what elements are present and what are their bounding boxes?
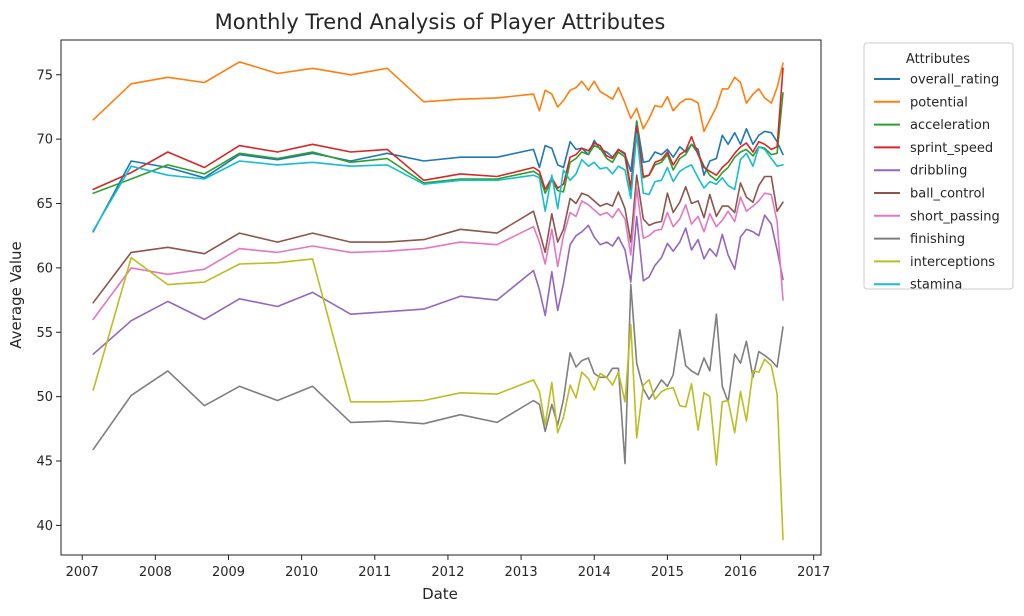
- x-tick-label: 2015: [651, 565, 684, 580]
- chart-title: Monthly Trend Analysis of Player Attribu…: [215, 10, 666, 34]
- legend-title: Attributes: [906, 52, 970, 67]
- x-tick-label: 2017: [797, 565, 830, 580]
- x-tick-label: 2013: [505, 565, 538, 580]
- x-axis-label: Date: [422, 585, 458, 603]
- legend-label-ball-control: ball_control: [910, 187, 985, 202]
- y-tick-label: 40: [36, 519, 53, 534]
- legend-label-sprint-speed: sprint_speed: [910, 141, 993, 156]
- x-tick-label: 2016: [724, 565, 757, 580]
- y-tick-label: 65: [36, 197, 53, 212]
- legend-label-potential: potential: [910, 95, 968, 110]
- series-line-dribbling: [92, 214, 784, 356]
- x-tick-label: 2008: [139, 565, 172, 580]
- series-line-acceleration: [92, 92, 784, 194]
- legend-box: [863, 42, 1014, 290]
- y-tick-label: 60: [36, 261, 53, 276]
- x-tick-label: 2014: [578, 565, 611, 580]
- legend-label-dribbling: dribbling: [910, 164, 967, 179]
- x-tick-label: 2007: [66, 565, 99, 580]
- series-line-sprint-speed: [92, 67, 784, 191]
- series-line-finishing: [92, 283, 784, 465]
- x-axis: 2007 2008 2009 2010 2011 2012 2013 2014 2015 2016…: [66, 555, 830, 580]
- legend: Attributes overall_rating potential accele…: [863, 42, 1014, 293]
- legend-label-acceleration: acceleration: [910, 118, 990, 133]
- plot-series: [92, 61, 784, 541]
- legend-label-finishing: finishing: [910, 232, 965, 247]
- series-line-interceptions: [92, 256, 784, 541]
- y-tick-label: 75: [36, 68, 53, 83]
- x-tick-label: 2011: [358, 565, 391, 580]
- y-tick-label: 55: [36, 326, 53, 341]
- legend-label-short-passing: short_passing: [910, 209, 1000, 224]
- x-tick-label: 2009: [212, 565, 245, 580]
- x-tick-label: 2012: [431, 565, 464, 580]
- series-line-short-passing: [92, 187, 784, 321]
- y-tick-label: 70: [36, 133, 53, 148]
- y-tick-label: 45: [36, 455, 53, 470]
- series-line-overall-rating: [92, 120, 784, 233]
- legend-label-stamina: stamina: [910, 278, 962, 293]
- x-tick-label: 2010: [285, 565, 318, 580]
- plot-frame: [60, 39, 822, 556]
- series-line-ball-control: [92, 174, 784, 304]
- y-axis-label: Average Value: [7, 241, 25, 349]
- y-tick-label: 50: [36, 390, 53, 405]
- legend-label-overall-rating: overall_rating: [910, 73, 999, 88]
- legend-items: overall_rating potential acceleration sprin…: [874, 73, 1000, 293]
- series-line-stamina: [92, 133, 784, 232]
- series-line-potential: [92, 61, 784, 133]
- y-axis: 40 45 50 55 60 65 70 75: [36, 68, 61, 534]
- legend-label-interceptions: interceptions: [910, 255, 995, 270]
